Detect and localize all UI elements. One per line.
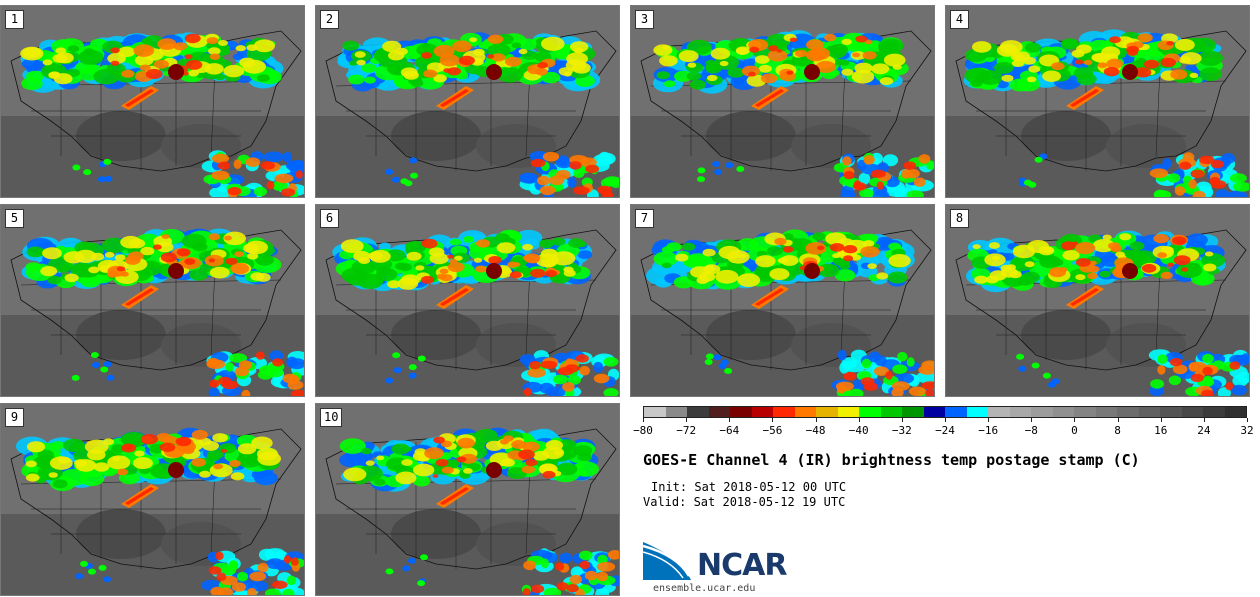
panel-number: 3 (635, 10, 654, 29)
colorbar-segment (1095, 407, 1117, 417)
colorbar-segment (1160, 407, 1182, 417)
colorbar-tick-label: −8 (1024, 424, 1038, 437)
panel-number: 4 (950, 10, 969, 29)
map-panel: 2 (315, 5, 620, 198)
colorbar-segment (708, 407, 730, 417)
ncar-logo-icon (643, 542, 691, 580)
colorbar-tick (988, 418, 990, 422)
figure-title: GOES-E Channel 4 (IR) brightness temp po… (643, 451, 1140, 469)
colorbar-segment (1031, 407, 1053, 417)
colorbar-tick (858, 418, 860, 422)
colorbar-tick-label: 16 (1154, 424, 1168, 437)
colorbar-tick-label: −40 (848, 424, 869, 437)
ir-satellite-map (1, 404, 304, 595)
colorbar-tick-label: 8 (1114, 424, 1121, 437)
panel-number: 5 (5, 209, 24, 228)
colorbar-tick (772, 418, 774, 422)
colorbar-tick (1160, 418, 1162, 422)
colorbar-tick (643, 418, 644, 422)
colorbar-segment (816, 407, 838, 417)
colorbar-segment (859, 407, 881, 417)
map-panel: 3 (630, 5, 935, 198)
colorbar-segment (923, 407, 945, 417)
init-time: Init: Sat 2018-05-12 00 UTC (651, 480, 847, 494)
colorbar-segment (665, 407, 687, 417)
map-panel: 10 (315, 403, 620, 596)
colorbar-tick (815, 418, 817, 422)
ir-satellite-map (946, 6, 1249, 197)
colorbar-tick-label: −72 (676, 424, 697, 437)
colorbar-segment (880, 407, 902, 417)
colorbar-tick (901, 418, 903, 422)
colorbar-tick-label: −16 (978, 424, 999, 437)
panel-number: 8 (950, 209, 969, 228)
colorbar-tick-label: 32 (1240, 424, 1254, 437)
colorbar-segment (687, 407, 709, 417)
colorbar-segment (1009, 407, 1031, 417)
ir-satellite-map (316, 404, 619, 595)
colorbar-tick (1074, 418, 1076, 422)
colorbar-tick (1247, 418, 1248, 422)
colorbar-segment (902, 407, 924, 417)
colorbar-segment (794, 407, 816, 417)
colorbar-segment (751, 407, 773, 417)
ir-satellite-map (1, 205, 304, 396)
map-panel: 1 (0, 5, 305, 198)
colorbar-segment (773, 407, 795, 417)
colorbar (643, 406, 1247, 418)
ncar-logo-text: NCAR (697, 548, 787, 583)
colorbar-tick (1203, 418, 1205, 422)
colorbar-tick-label: −24 (935, 424, 955, 437)
colorbar-tick-label: −48 (805, 424, 826, 437)
colorbar-ticks: −80 −72 −64 −56 −48 −40 −32 −24 −16 −8 0 8 16 24 32 (633, 418, 1254, 440)
colorbar-segment (1052, 407, 1074, 417)
colorbar-tick (1031, 418, 1033, 422)
panel-number: 1 (5, 10, 24, 29)
colorbar-segment (730, 407, 752, 417)
colorbar-segment (966, 407, 988, 417)
map-panel: 9 (0, 403, 305, 596)
colorbar-tick (945, 418, 946, 422)
ir-satellite-map (946, 205, 1249, 396)
map-panel: 5 (0, 204, 305, 397)
panel-number: 9 (5, 408, 24, 427)
panel-number: 2 (320, 10, 339, 29)
colorbar-tick-label: 0 (1071, 424, 1078, 437)
panel-number: 10 (320, 408, 343, 427)
map-panel: 8 (945, 204, 1250, 397)
valid-time: Valid: Sat 2018-05-12 19 UTC (643, 495, 846, 509)
colorbar-segment (644, 407, 666, 417)
colorbar-segment (1117, 407, 1139, 417)
colorbar-segment (1138, 407, 1160, 417)
map-panel: 4 (945, 5, 1250, 198)
ir-satellite-map (316, 6, 619, 197)
colorbar-tick-label: −64 (719, 424, 740, 437)
ir-satellite-map (631, 205, 934, 396)
colorbar-segment (1224, 407, 1246, 417)
ir-satellite-map (316, 205, 619, 396)
panel-number: 7 (635, 209, 654, 228)
colorbar-segment (1203, 407, 1225, 417)
colorbar-tick-label: −56 (762, 424, 783, 437)
colorbar-segment (1074, 407, 1096, 417)
site-url: ensemble.ucar.edu (653, 583, 756, 594)
colorbar-tick (729, 418, 731, 422)
colorbar-tick (1117, 418, 1119, 422)
ir-satellite-map (631, 6, 934, 197)
panel-number: 6 (320, 209, 339, 228)
map-panel: 6 (315, 204, 620, 397)
colorbar-tick-label: −32 (891, 424, 912, 437)
map-panel: 7 (630, 204, 935, 397)
colorbar-segment (1181, 407, 1203, 417)
colorbar-segment (837, 407, 859, 417)
colorbar-segment (988, 407, 1010, 417)
colorbar-segment (945, 407, 967, 417)
ir-satellite-map (1, 6, 304, 197)
colorbar-tick (686, 418, 688, 422)
colorbar-tick-label: 24 (1197, 424, 1211, 437)
colorbar-tick-label: −80 (633, 424, 653, 437)
